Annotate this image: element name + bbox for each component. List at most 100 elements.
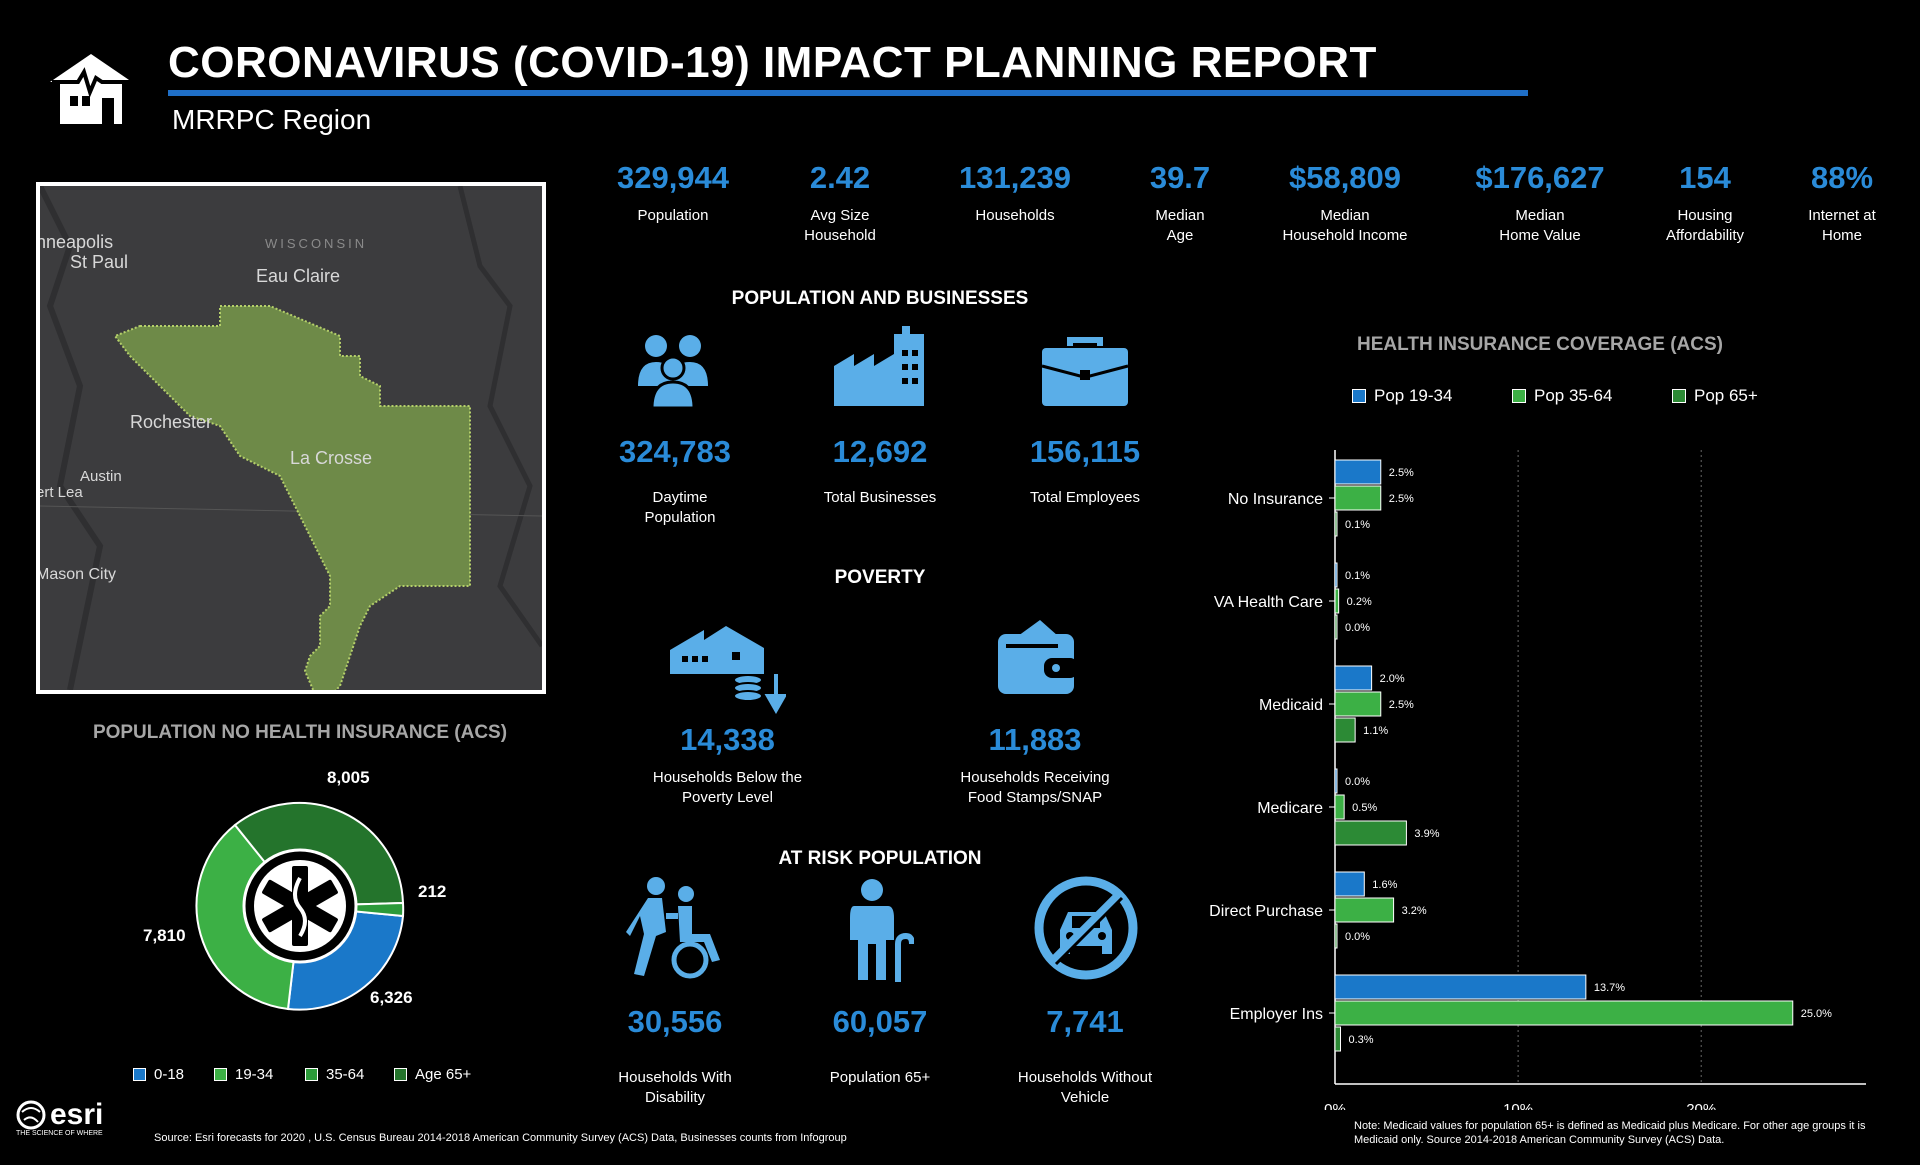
- category-label: VA Health Care: [1214, 594, 1323, 611]
- bar-value-label: 0.5%: [1352, 802, 1377, 814]
- page-title: CORONAVIRUS (COVID-19) IMPACT PLANNING R…: [168, 38, 1377, 87]
- legend-swatch: [394, 1068, 407, 1081]
- esri-wordmark: esri: [50, 1098, 104, 1131]
- bar-value-label: 3.2%: [1402, 905, 1427, 917]
- legend-swatch: [133, 1068, 146, 1081]
- category-label: Medicaid: [1259, 697, 1323, 714]
- map-label-minneapolis: nneapolis: [36, 232, 114, 252]
- bar-2-2: [1334, 717, 1356, 743]
- bar-2-1: [1334, 614, 1338, 640]
- bar-value-label: 13.7%: [1594, 982, 1625, 994]
- bar-0-2: [1334, 665, 1373, 691]
- donut-label-7810: 7,810: [143, 926, 186, 945]
- bar-0-5: [1334, 974, 1587, 1000]
- map-label-austin: Austin: [80, 468, 122, 485]
- bar-1-0: [1334, 485, 1382, 511]
- bar-value-label: 2.5%: [1389, 467, 1414, 479]
- stat-housing-affordability: 154 Housing Affordability: [1665, 160, 1745, 244]
- section-at-risk-heading: AT RISK POPULATION: [778, 848, 982, 869]
- stat-households: 131,239 Households: [958, 160, 1072, 224]
- elderly-icon: [850, 879, 914, 982]
- households-poverty-value: 14,338: [680, 722, 775, 757]
- bar-value-label: 0.3%: [1348, 1034, 1373, 1046]
- coverage-bar-chart: 0% 10% 20% No Insurance 2.5% 2.5% 0.1% VA Healt…: [1209, 450, 1866, 1110]
- bar-0-3: [1334, 768, 1338, 794]
- snap-households-label: Households Receiving Food Stamps/SNAP: [960, 769, 1110, 806]
- bar-1-5: [1334, 1000, 1794, 1026]
- factory-icon: [834, 326, 924, 406]
- briefcase-icon: [1041, 337, 1129, 406]
- legend-swatch: [305, 1068, 318, 1081]
- no-vehicle-households-label: Households Without Vehicle: [1017, 1069, 1153, 1106]
- donut-legend-65plus: Age 65+: [394, 1066, 471, 1083]
- total-employees-value: 156,115: [1029, 434, 1141, 469]
- bar-2-4: [1334, 923, 1338, 949]
- total-employees-label: Total Employees: [1029, 489, 1141, 506]
- total-businesses-value: 12,692: [832, 434, 928, 469]
- bar-value-label: 0.0%: [1345, 776, 1370, 788]
- bar-2-3: [1334, 820, 1407, 846]
- no-vehicle-households-value: 7,741: [1046, 1004, 1124, 1039]
- esri-logo: esri THE SCIENCE OF WHERE: [16, 1098, 103, 1137]
- bar-value-label: 0.1%: [1345, 519, 1370, 531]
- bar-2-0: [1334, 511, 1338, 537]
- bar-value-label: 2.5%: [1389, 699, 1414, 711]
- footer-source: Source: Esri forecasts for 2020 , U.S. C…: [154, 1132, 847, 1144]
- region-map[interactable]: nneapolis St Paul WISCONSIN Eau Claire R…: [36, 182, 546, 694]
- bar-0-1: [1334, 562, 1338, 588]
- no-car-icon: [1034, 876, 1138, 980]
- house-heartbeat-icon: [50, 54, 132, 124]
- map-label-wisconsin: WISCONSIN: [265, 236, 368, 251]
- donut-label-6326: 6,326: [370, 988, 413, 1007]
- house-coins-icon: [670, 626, 786, 714]
- region-subtitle: MRRPC Region: [172, 104, 372, 135]
- category-label: No Insurance: [1228, 491, 1323, 508]
- section-no-insurance-heading: POPULATION NO HEALTH INSURANCE (ACS): [92, 722, 508, 743]
- map-label-eauclaire: Eau Claire: [256, 266, 341, 286]
- category-label: Medicare: [1257, 800, 1323, 817]
- stat-median-home-value: $176,627 Median Home Value: [1475, 160, 1605, 244]
- wallet-icon: [998, 620, 1078, 694]
- footer-note: Note: Medicaid values for population 65+…: [1354, 1120, 1866, 1146]
- donut-legend-0-18: 0-18: [133, 1066, 184, 1083]
- bar-value-label: 2.5%: [1389, 493, 1414, 505]
- legend-swatch: [214, 1068, 227, 1081]
- total-businesses-label: Total Businesses: [823, 489, 937, 506]
- stat-median-age: 39.7 Median Age: [1149, 160, 1211, 244]
- bar-value-label: 2.0%: [1380, 673, 1405, 685]
- esri-globe-icon: [16, 1100, 46, 1130]
- bar-value-label: 0.2%: [1347, 596, 1372, 608]
- snap-households-value: 11,883: [988, 722, 1082, 757]
- category-label: Direct Purchase: [1209, 903, 1323, 920]
- map-canvas: [40, 186, 542, 690]
- legend-pop-65plus: Pop 65+: [1672, 386, 1758, 406]
- bar-1-1: [1334, 588, 1340, 614]
- map-label-masoncity: Mason City: [36, 566, 117, 583]
- x-tick-label: 10%: [1503, 1101, 1533, 1110]
- map-label-albertlea: ert Lea: [36, 484, 83, 501]
- map-label-lacrosse: La Crosse: [290, 448, 373, 468]
- population-65-label: Population 65+: [829, 1069, 931, 1086]
- donut-legend-35-64: 35-64: [305, 1066, 364, 1083]
- section-pop-biz-heading: POPULATION AND BUSINESSES: [731, 288, 1029, 309]
- legend-pop-35-64: Pop 35-64: [1512, 386, 1612, 406]
- bar-value-label: 3.9%: [1414, 828, 1439, 840]
- bar-value-label: 1.6%: [1372, 879, 1397, 891]
- disability-households-label: Households With Disability: [618, 1069, 732, 1106]
- section-poverty-heading: POVERTY: [834, 567, 926, 588]
- bar-1-2: [1334, 691, 1382, 717]
- x-tick-label: 20%: [1686, 1101, 1716, 1110]
- bar-0-4: [1334, 871, 1365, 897]
- households-poverty-label: Households Below the Poverty Level: [652, 769, 803, 806]
- bar-value-label: 0.1%: [1345, 570, 1370, 582]
- donut-label-212: 212: [418, 882, 447, 901]
- wheelchair-icon: [626, 877, 720, 979]
- stat-avg-household-size: 2.42 Avg Size Household: [804, 160, 876, 244]
- daytime-population-value: 324,783: [618, 434, 732, 469]
- no-insurance-donut: [195, 801, 405, 1011]
- bar-value-label: 0.0%: [1345, 931, 1370, 943]
- population-65-value: 60,057: [832, 1004, 928, 1039]
- legend-pop-19-34: Pop 19-34: [1352, 386, 1452, 406]
- title-rule: [168, 90, 1528, 96]
- map-label-stpaul: St Paul: [70, 252, 129, 272]
